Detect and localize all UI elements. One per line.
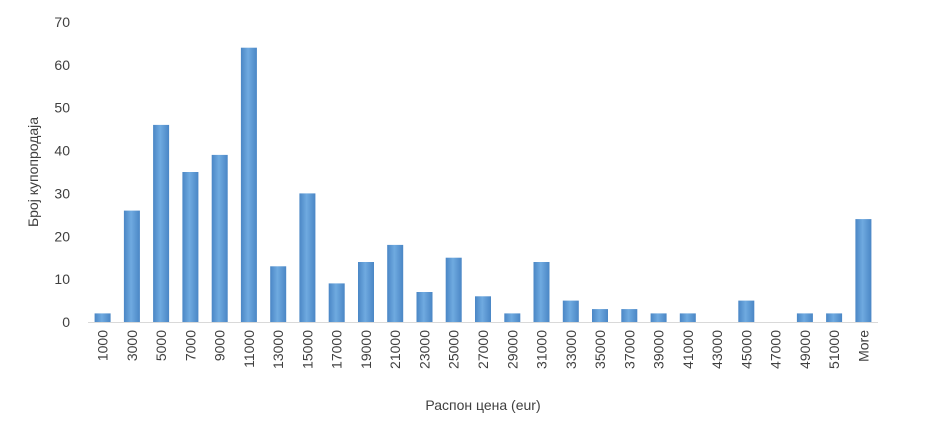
bar (738, 300, 755, 322)
x-tick-label: 47000 (768, 330, 784, 369)
x-tick-label: 51000 (826, 330, 842, 369)
y-axis-title: Број купопродаја (25, 117, 41, 227)
bar (182, 172, 199, 322)
x-tick-label: 43000 (709, 330, 725, 369)
y-axis-tick-labels: 0 10 20 30 40 50 60 70 (54, 14, 70, 330)
y-tick-label: 20 (54, 228, 70, 244)
x-tick-label: 25000 (446, 330, 462, 369)
y-tick-label: 0 (62, 314, 70, 330)
x-tick-label: 9000 (212, 330, 228, 361)
bar (855, 219, 872, 322)
x-tick-label: 41000 (680, 330, 696, 369)
x-tick-label: 11000 (241, 330, 257, 368)
bar (679, 313, 696, 322)
x-tick-label: 7000 (182, 330, 198, 361)
bar (650, 313, 667, 322)
y-tick-label: 70 (54, 14, 70, 30)
y-tick-label: 10 (54, 271, 70, 287)
x-tick-label: 35000 (592, 330, 608, 369)
x-tick-label: More (855, 330, 871, 362)
bar (504, 313, 521, 322)
bar (562, 300, 579, 322)
bar (796, 313, 813, 322)
x-tick-label: 33000 (563, 330, 579, 369)
bar (94, 313, 111, 322)
x-axis-title: Распон цена (eur) (425, 397, 540, 413)
x-tick-label: 17000 (329, 330, 345, 369)
x-tick-label: 31000 (534, 330, 550, 369)
bar (153, 124, 170, 323)
y-tick-label: 40 (54, 143, 70, 159)
bar (123, 210, 140, 322)
y-tick-label: 50 (54, 100, 70, 116)
x-axis-tick-labels: 1000 3000 5000 7000 9000 11000 13000 15000 17000… (95, 330, 872, 369)
x-tick-label: 19000 (358, 330, 374, 369)
x-tick-label: 21000 (387, 330, 403, 369)
x-tick-label: 5000 (153, 330, 169, 361)
x-tick-label: 37000 (621, 330, 637, 369)
bar (240, 47, 257, 322)
bar (533, 262, 550, 322)
bar (387, 244, 404, 322)
x-tick-label: 27000 (475, 330, 491, 369)
bars (94, 47, 872, 323)
bar (475, 296, 491, 322)
x-tick-label: 23000 (417, 330, 433, 369)
x-tick-label: 39000 (651, 330, 667, 369)
y-tick-label: 30 (54, 185, 70, 201)
bar (328, 283, 345, 322)
x-tick-label: 45000 (738, 330, 754, 369)
bar (211, 154, 228, 322)
x-tick-label: 1000 (95, 330, 111, 361)
x-tick-label: 3000 (124, 330, 140, 361)
bar (445, 257, 462, 322)
bar (270, 266, 287, 322)
bar (592, 309, 608, 322)
x-tick-label: 29000 (504, 330, 520, 369)
x-tick-label: 13000 (270, 330, 286, 369)
x-tick-label: 15000 (299, 330, 315, 369)
bar (621, 309, 638, 322)
x-tick-label: 49000 (797, 330, 813, 369)
y-tick-label: 60 (54, 57, 70, 73)
bar (358, 262, 374, 322)
bar (826, 313, 843, 322)
bar (299, 193, 316, 322)
bar (416, 292, 433, 322)
